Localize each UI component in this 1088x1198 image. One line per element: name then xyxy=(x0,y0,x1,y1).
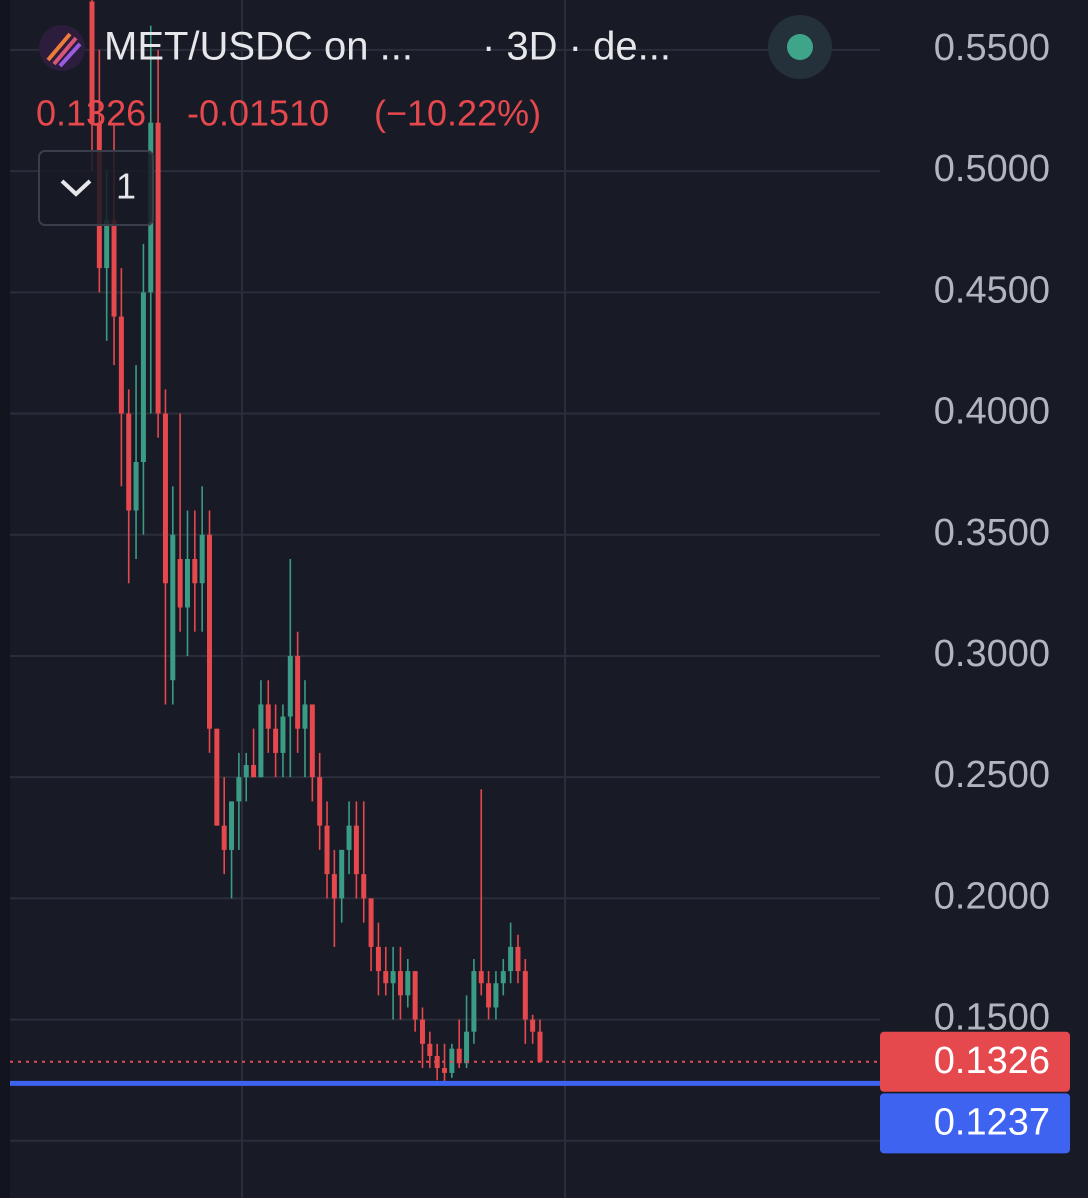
candle-body xyxy=(192,559,198,584)
overlay: 0.10000.15000.20000.25000.30000.35000.40… xyxy=(10,27,1070,1160)
candle-body xyxy=(464,1031,470,1064)
y-tick-label: 0.1500 xyxy=(934,997,1050,1039)
last-price: 0.1326 xyxy=(36,93,146,134)
candle-body xyxy=(375,946,381,972)
y-tick-label: 0.4500 xyxy=(934,269,1050,311)
candle-body xyxy=(243,765,249,778)
candle-body xyxy=(126,413,132,511)
alert-price-tag-label: 0.1237 xyxy=(934,1101,1050,1143)
candle-body xyxy=(177,559,183,608)
logo-stripe xyxy=(46,32,72,62)
last-price-tag-label: 0.1326 xyxy=(934,1040,1050,1082)
candle-body xyxy=(537,1031,543,1062)
candle-body xyxy=(412,971,418,1020)
candle-body xyxy=(258,704,264,778)
candle-body xyxy=(331,874,337,899)
candle-body xyxy=(508,946,514,972)
candle-body xyxy=(184,559,190,608)
status-dot xyxy=(787,34,813,60)
candle-body xyxy=(170,534,176,681)
y-tick-label: 0.3000 xyxy=(934,633,1050,675)
candle-body xyxy=(287,655,293,717)
candle-body xyxy=(214,728,220,826)
indicator-count: 1 xyxy=(116,166,136,207)
y-tick-label: 0.2500 xyxy=(934,754,1050,796)
candle-body xyxy=(442,1068,448,1073)
candle-body xyxy=(390,971,396,984)
candle-body xyxy=(324,825,330,875)
candle-body xyxy=(456,1048,462,1064)
symbol[interactable]: MET/USDC on ... xyxy=(104,25,413,69)
candle-body xyxy=(251,765,257,778)
candle-body xyxy=(530,1019,536,1032)
candle-body xyxy=(317,777,323,826)
candle-body xyxy=(162,413,168,584)
candle-body xyxy=(295,655,301,729)
candle-body xyxy=(280,716,286,753)
candle-body xyxy=(111,219,117,317)
candle-body xyxy=(493,983,499,1008)
last-price-tag xyxy=(880,1031,1070,1092)
candle-body xyxy=(309,704,315,778)
candle-body xyxy=(302,704,308,729)
y-tick-label: 0.5000 xyxy=(934,148,1050,190)
candle-body xyxy=(434,1055,440,1069)
candle-body xyxy=(419,1019,425,1044)
candle-body xyxy=(221,825,227,850)
header: MET/USDC on ... · 3D · de... 0.1326 -0.0… xyxy=(36,15,832,226)
interval[interactable]: · 3D · de... xyxy=(482,25,671,69)
chevron xyxy=(60,179,92,197)
change: -0.01510 xyxy=(187,93,329,134)
candle-body xyxy=(500,971,506,984)
candle-body xyxy=(118,316,124,414)
candle-body xyxy=(361,874,367,899)
candle-body xyxy=(236,777,242,802)
candle-body xyxy=(405,971,411,996)
y-tick-label: 0.2000 xyxy=(934,875,1050,917)
candle-body xyxy=(353,825,359,875)
candle-body xyxy=(339,849,345,899)
candle-body xyxy=(346,825,352,850)
logo-stripe xyxy=(58,42,82,68)
grid xyxy=(10,0,880,1198)
candle-body xyxy=(486,983,492,1008)
candle-body xyxy=(140,292,146,463)
candle-body xyxy=(427,1043,433,1056)
candle-body xyxy=(368,898,374,947)
candle-body xyxy=(471,971,477,1032)
candle-body xyxy=(229,801,235,850)
candle-body xyxy=(515,946,521,972)
left-strip xyxy=(0,0,10,1198)
candle-body xyxy=(397,971,403,996)
candle-body xyxy=(265,704,271,729)
candle-body xyxy=(207,534,213,729)
candle-body xyxy=(383,971,389,984)
candle-body xyxy=(199,534,205,584)
y-tick-label: 0.3500 xyxy=(934,512,1050,554)
y-tick-label: 0.4000 xyxy=(934,391,1050,433)
indicator-toggle[interactable] xyxy=(38,150,154,226)
logo-stripe xyxy=(52,36,78,66)
candle-body xyxy=(104,219,110,269)
candle-body xyxy=(89,1,95,123)
candle-body xyxy=(133,462,139,511)
candle-body xyxy=(478,971,484,984)
change-percent: (−10.22%) xyxy=(374,93,541,134)
candle-body xyxy=(273,728,279,753)
candle-body xyxy=(522,971,528,1020)
candle-body xyxy=(155,122,161,414)
y-tick-label: 0.5500 xyxy=(934,27,1050,69)
alert-price-tag xyxy=(880,1093,1070,1154)
